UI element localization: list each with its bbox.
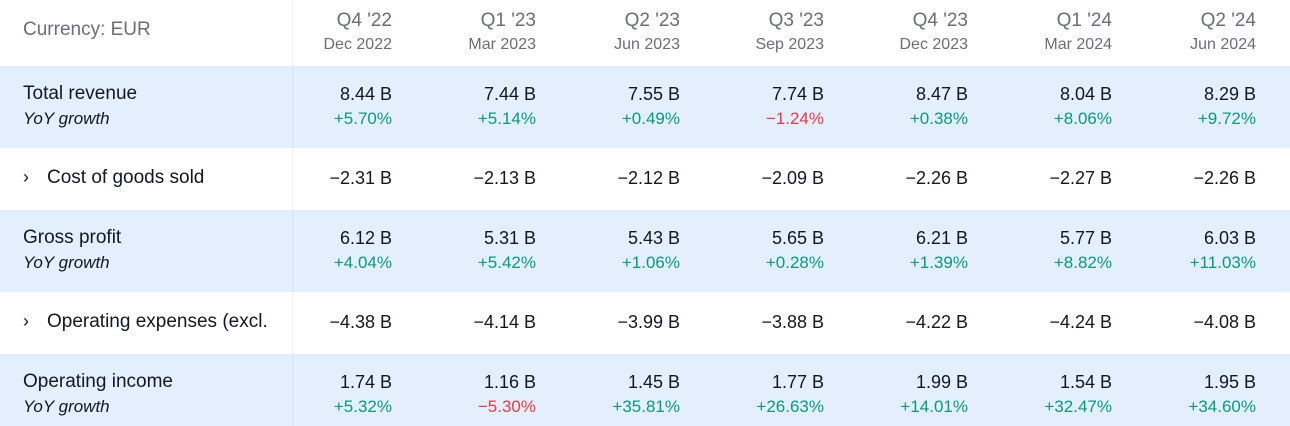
quarter-label: Q2 '24 (1200, 10, 1256, 31)
row-label: Total revenue (23, 83, 138, 104)
table-cell: 1.74 B +5.32% (333, 372, 392, 416)
label-clip: › Operating expenses (excl. (0, 292, 292, 354)
date-label: Jun 2024 (1190, 36, 1256, 53)
chevron-right-icon[interactable]: › (23, 311, 29, 331)
quarter-label: Q2 '23 (624, 10, 680, 31)
date-label: Mar 2023 (468, 36, 536, 53)
table-cell: −3.99 B (617, 312, 680, 332)
table-cell: 1.54 B +32.47% (1044, 372, 1112, 416)
quarter-label: Q4 '22 (336, 10, 392, 31)
chevron-right-icon[interactable]: › (23, 167, 29, 187)
table-cell: 8.04 B +8.06% (1053, 84, 1112, 128)
column-header-q1-23[interactable]: Q1 '23 Mar 2023 (396, 10, 536, 55)
quarter-label: Q1 '23 (480, 10, 536, 31)
table-cell: −4.38 B (329, 312, 392, 332)
row-operating-income[interactable]: Operating income YoY growth 1.74 B +5.32%… (0, 354, 1290, 426)
row-sublabel: YoY growth (23, 397, 110, 416)
table-cell: 1.99 B +14.01% (900, 372, 968, 416)
date-label: Sep 2023 (755, 36, 824, 53)
table-cell: 6.12 B +4.04% (333, 228, 392, 272)
row-gross-profit[interactable]: Gross profit YoY growth 6.12 B +4.04% 5.3… (0, 210, 1290, 292)
column-header-q1-24[interactable]: Q1 '24 Mar 2024 (972, 10, 1112, 55)
row-label: Cost of goods sold (47, 167, 205, 188)
table-cell: 1.45 B +35.81% (612, 372, 680, 416)
table-cell: −4.22 B (905, 312, 968, 332)
quarter-label: Q3 '23 (768, 10, 824, 31)
table-cell: 8.47 B +0.38% (909, 84, 968, 128)
table-cell: −2.26 B (905, 168, 968, 188)
table-header: Currency: EUR Q4 '22 Dec 2022 Q1 '23 Mar… (0, 0, 1290, 66)
table-cell: −2.13 B (473, 168, 536, 188)
table-cell: 5.31 B +5.42% (477, 228, 536, 272)
column-header-q4-22[interactable]: Q4 '22 Dec 2022 (252, 10, 393, 55)
table-cell: 8.29 B +9.72% (1197, 84, 1256, 128)
quarter-label: Q4 '23 (912, 10, 968, 31)
table-cell: −3.88 B (761, 312, 824, 332)
table-cell: −2.12 B (617, 168, 680, 188)
column-header-q2-24[interactable]: Q2 '24 Jun 2024 (1116, 10, 1256, 55)
date-label: Dec 2022 (323, 36, 393, 53)
column-header-q4-23[interactable]: Q4 '23 Dec 2023 (828, 10, 969, 55)
row-label: Gross profit (23, 227, 122, 248)
row-sublabel: YoY growth (23, 253, 110, 272)
table-cell: 6.03 B +11.03% (1189, 228, 1256, 272)
table-cell: 1.95 B +34.60% (1188, 372, 1256, 416)
date-label: Mar 2024 (1044, 36, 1112, 53)
row-sublabel: YoY growth (23, 109, 110, 128)
row-label: Operating expenses (excl. (47, 311, 268, 332)
row-total-revenue[interactable]: Total revenue YoY growth 8.44 B +5.70% 7.… (0, 66, 1290, 148)
row-operating-expenses[interactable]: › Operating expenses (excl. −4.38 B −4.1… (0, 292, 1290, 354)
table-cell: −2.31 B (329, 168, 392, 188)
row-cost-of-goods-sold[interactable]: › Cost of goods sold −2.31 B −2.13 B −2.… (0, 148, 1290, 210)
table-cell: −2.27 B (1049, 168, 1112, 188)
table-cell: 5.77 B +8.82% (1053, 228, 1112, 272)
table-cell: 1.77 B +26.63% (756, 372, 824, 416)
table-cell: −4.08 B (1193, 312, 1256, 332)
table-cell: 5.43 B +1.06% (621, 228, 680, 272)
quarter-label: Q1 '24 (1056, 10, 1112, 31)
table-cell: −4.14 B (473, 312, 536, 332)
table-cell: 1.16 B −5.30% (477, 372, 536, 416)
table-cell: 7.55 B +0.49% (621, 84, 680, 128)
table-cell: −2.09 B (761, 168, 824, 188)
currency-label[interactable]: Currency: EUR (23, 19, 151, 40)
table-cell: 7.74 B −1.24% (765, 84, 824, 128)
table-cell: 7.44 B +5.14% (477, 84, 536, 128)
column-header-q2-23[interactable]: Q2 '23 Jun 2023 (540, 10, 680, 55)
column-header-q3-23[interactable]: Q3 '23 Sep 2023 (684, 10, 824, 55)
table-cell: 6.21 B +1.39% (909, 228, 968, 272)
table-cell: −4.24 B (1049, 312, 1112, 332)
table-cell: 5.65 B +0.28% (765, 228, 824, 272)
table-cell: −2.26 B (1193, 168, 1256, 188)
table-cell: 8.44 B +5.70% (333, 84, 392, 128)
sticky-column-shadow (292, 0, 294, 426)
row-label: Operating income (23, 371, 173, 392)
date-label: Jun 2023 (614, 36, 680, 53)
date-label: Dec 2023 (899, 36, 969, 53)
